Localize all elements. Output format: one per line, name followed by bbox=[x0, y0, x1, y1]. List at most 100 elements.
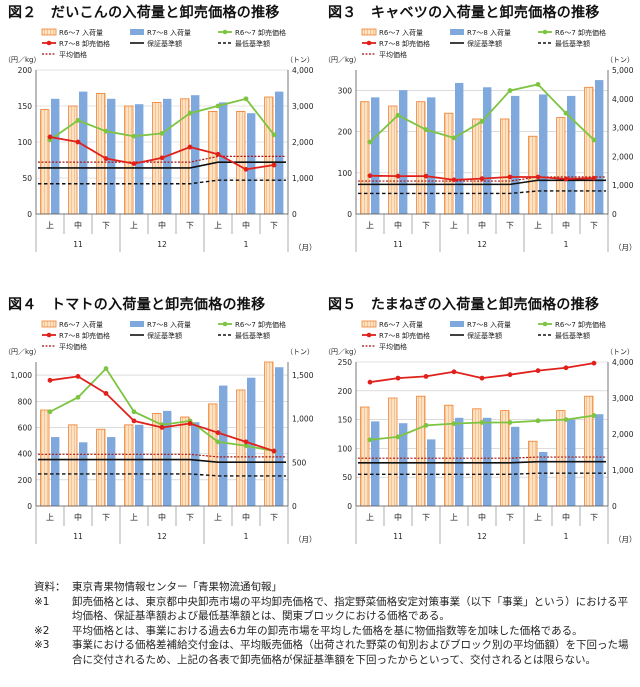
y-axis-label-right: （トン） bbox=[606, 348, 634, 356]
line-r6-price-point bbox=[563, 110, 569, 116]
legend-marker bbox=[46, 40, 52, 46]
x-month-label: 1 bbox=[564, 532, 569, 541]
line-r6-price-point bbox=[131, 409, 137, 415]
x-tick-label: 下 bbox=[102, 513, 110, 522]
bar-r7-volume bbox=[455, 417, 464, 506]
legend-label: 平均価格 bbox=[379, 50, 407, 59]
y-tick-label-right: 1,000 bbox=[292, 174, 314, 183]
y-tick-label-left: 600 bbox=[18, 423, 33, 432]
legend-item: R7～8 入荷量 bbox=[450, 28, 511, 37]
bar-r7-volume bbox=[247, 113, 256, 214]
y-tick-label-right: 4,000 bbox=[612, 358, 634, 367]
line-r6-price-point bbox=[367, 437, 373, 443]
line-r7-price-point bbox=[563, 365, 569, 371]
line-r6-price-point bbox=[535, 418, 541, 424]
y-tick-label-right: 2,000 bbox=[612, 152, 634, 161]
x-tick-label: 上 bbox=[366, 513, 374, 522]
y-tick-label-right: 500 bbox=[292, 458, 307, 467]
line-r6-price-point bbox=[187, 110, 193, 116]
line-r6-price-point bbox=[215, 439, 221, 445]
legend-label: 保証基準額 bbox=[467, 331, 502, 340]
bar-r7-volume bbox=[567, 95, 576, 214]
note-text: 平均価格とは、事業における過去6カ年の卸売市場を平均した価格を基に物価指数等を加… bbox=[72, 624, 583, 637]
bar-r6-volume bbox=[264, 96, 274, 215]
line-r6-price-point bbox=[479, 119, 485, 124]
bar-r7-volume bbox=[399, 423, 408, 506]
legend-swatch-r6-volume bbox=[41, 320, 57, 328]
x-tick-label: 下 bbox=[102, 221, 110, 230]
line-r7-price-point bbox=[479, 375, 485, 381]
bar-r6-volume bbox=[444, 112, 454, 215]
x-month-label: 12 bbox=[477, 532, 487, 541]
line-guarantee bbox=[38, 161, 286, 169]
legend-label: R7～8 入荷量 bbox=[147, 28, 191, 37]
bar-r6-volume bbox=[40, 409, 50, 507]
legend-item: R7～8 入荷量 bbox=[130, 28, 191, 37]
bar-r7-volume bbox=[427, 97, 436, 214]
y-tick-label-left: 150 bbox=[18, 102, 33, 111]
line-r6-price-point bbox=[215, 103, 221, 109]
legend-label: R7～8 入荷量 bbox=[467, 28, 511, 37]
bar-r7-volume bbox=[191, 95, 200, 214]
line-minimum bbox=[38, 179, 286, 185]
line-guarantee bbox=[358, 179, 606, 186]
x-month-label: 11 bbox=[393, 532, 403, 541]
legend-label: 平均価格 bbox=[59, 342, 87, 351]
bar-r6-volume bbox=[264, 361, 274, 507]
y-axis-label-right: （トン） bbox=[286, 56, 314, 64]
note-label: 資料： bbox=[34, 581, 66, 593]
bar-r7-volume bbox=[51, 98, 60, 214]
line-r7-price-point bbox=[479, 176, 485, 182]
bar-r7-volume bbox=[455, 82, 464, 215]
legend-item: R6～7 卸売価格 bbox=[218, 28, 286, 37]
legend-label: R6～7 卸売価格 bbox=[235, 320, 286, 329]
bar-r6-volume bbox=[444, 404, 454, 507]
legend-swatch-r7-volume bbox=[130, 29, 144, 35]
note-label: ※1 bbox=[34, 595, 50, 608]
bar-r7-volume bbox=[107, 98, 116, 214]
y-tick-label-left: 800 bbox=[18, 397, 33, 406]
legend-item: 平均価格 bbox=[362, 50, 407, 59]
line-r7-price-point bbox=[131, 418, 137, 424]
x-tick-label: 上 bbox=[130, 221, 138, 230]
bar-r6-volume bbox=[236, 389, 246, 507]
bar-r6-volume bbox=[68, 424, 78, 507]
line-average bbox=[358, 176, 606, 182]
x-tick-label: 上 bbox=[130, 513, 138, 522]
bar-r7-volume bbox=[399, 90, 408, 214]
x-tick-label: 上 bbox=[450, 513, 458, 522]
line-r7-price-point bbox=[423, 173, 429, 179]
y-tick-label-right: 1,000 bbox=[292, 415, 314, 424]
bar-r7-volume bbox=[595, 414, 604, 506]
y-tick-label-left: 250 bbox=[338, 358, 353, 367]
legend-label: R6～7 入荷量 bbox=[379, 28, 423, 37]
line-guarantee bbox=[358, 460, 606, 464]
legend-label: R6～7 卸売価格 bbox=[555, 28, 606, 37]
line-r7-price-point bbox=[47, 377, 53, 383]
x-tick-label: 中 bbox=[242, 220, 250, 230]
line-average bbox=[38, 155, 286, 163]
legend-label: 平均価格 bbox=[59, 50, 87, 59]
bar-r6-volume bbox=[388, 397, 398, 507]
line-r6-price-point bbox=[103, 366, 109, 371]
line-r7-price-point bbox=[451, 177, 457, 183]
bar-r6-volume bbox=[528, 135, 538, 215]
line-r7-price-point bbox=[75, 374, 81, 379]
note-text: 事業における価格差補給交付金は、平均販売価格（出荷された野菜の旬別およびブロック… bbox=[72, 639, 629, 666]
bar-r7-volume bbox=[247, 377, 256, 506]
legend-label: R7～8 入荷量 bbox=[147, 320, 191, 329]
footnotes: 資料： 東京青果物情報センター「青果物流通旬報」 ※1 卸売価格とは、東京都中央卸売… bbox=[34, 580, 634, 667]
y-tick-label-left: 300 bbox=[338, 87, 353, 96]
x-month-label: 11 bbox=[393, 240, 403, 249]
chart-title: 図３ キャベツの入荷量と卸売価格の推移 bbox=[328, 5, 600, 21]
y-tick-label-right: 1,000 bbox=[612, 181, 634, 190]
legend-label: R7～8 入荷量 bbox=[467, 320, 511, 329]
line-r7-price-point bbox=[75, 139, 81, 145]
line-r6-price-point bbox=[423, 127, 429, 133]
line-r6-price-point bbox=[395, 434, 401, 440]
y-tick-label-right: 1,000 bbox=[612, 466, 634, 475]
line-r6-price-point bbox=[271, 132, 277, 138]
line-guarantee bbox=[38, 458, 286, 463]
legend-item: 最低基準額 bbox=[218, 331, 270, 340]
x-tick-label: 中 bbox=[562, 220, 570, 230]
